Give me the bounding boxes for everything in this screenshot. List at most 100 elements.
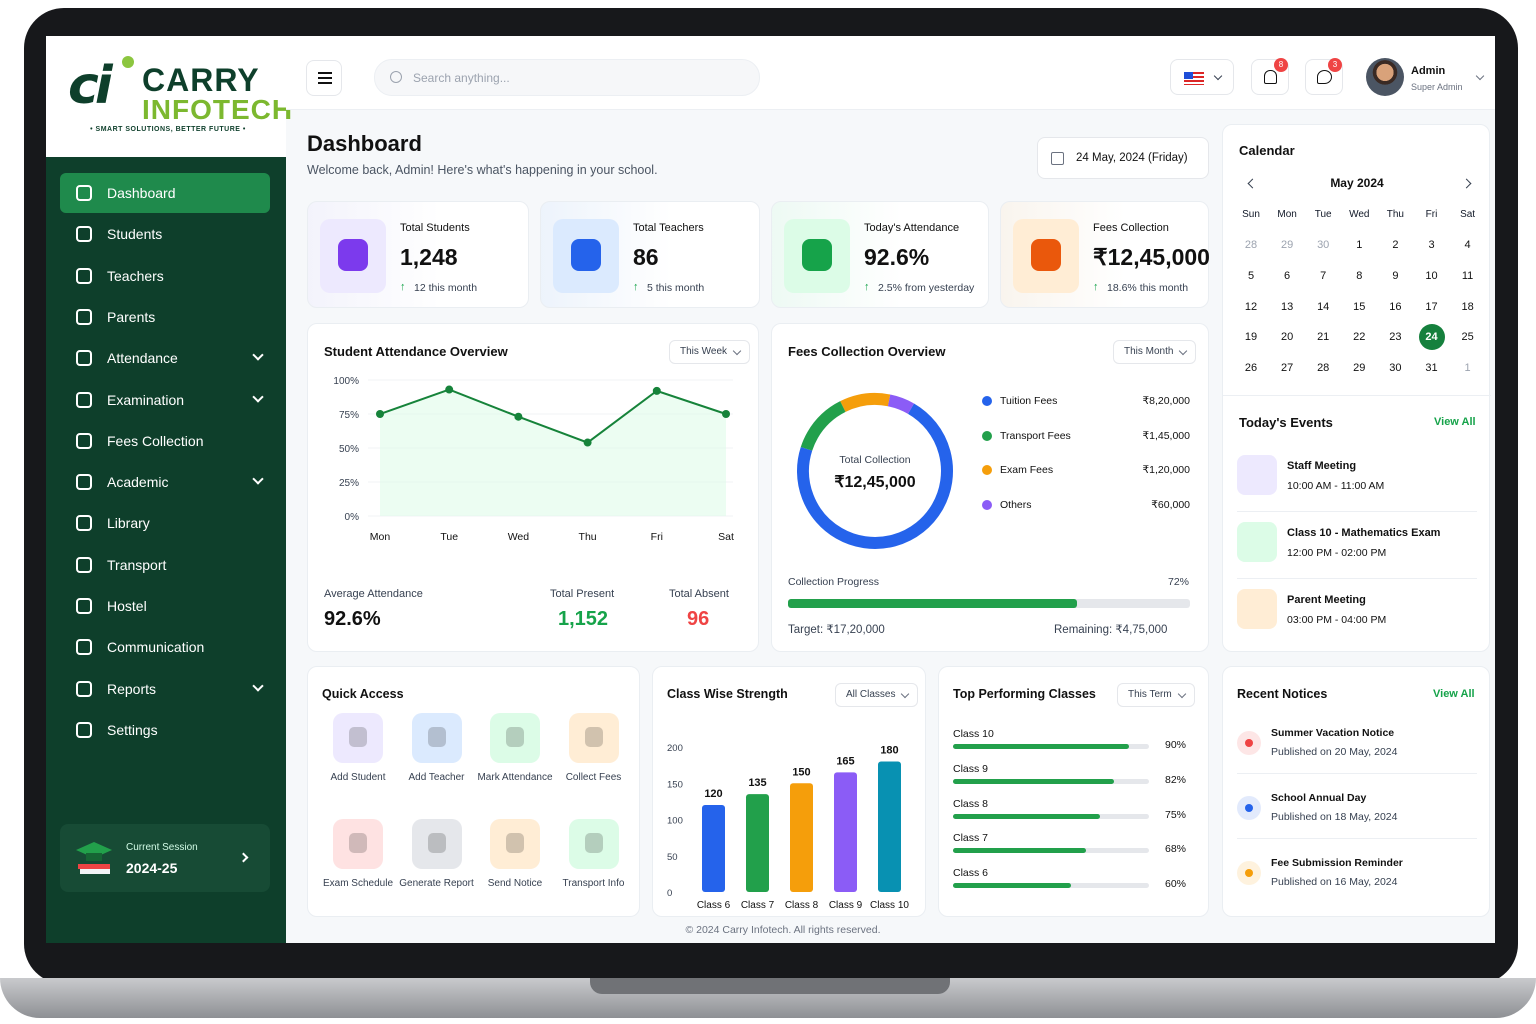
sidebar-item-transport[interactable]: Transport (60, 545, 270, 585)
calendar-day[interactable]: 17 (1425, 300, 1438, 313)
calendar-day[interactable]: 4 (1464, 239, 1471, 251)
brand-logo[interactable]: ci CARRY INFOTECH • SMART SOLUTIONS, BET… (46, 36, 292, 157)
event-item[interactable]: Class 10 - Mathematics Exam 12:00 PM - 02… (1237, 522, 1477, 579)
calendar-day[interactable]: 9 (1392, 269, 1399, 282)
attendance-point[interactable] (583, 438, 592, 447)
stat-card[interactable]: Total Teachers 86 ↑ 5 this month (540, 201, 760, 308)
donut-slice[interactable] (792, 388, 958, 554)
calendar-day[interactable]: 28 (1317, 362, 1330, 375)
attendance-point[interactable] (652, 386, 661, 395)
notice-item[interactable]: Fee Submission Reminder Published on 16 M… (1237, 855, 1477, 905)
calendar-day[interactable]: 15 (1353, 300, 1366, 313)
calendar-day[interactable]: 11 (1461, 269, 1474, 282)
calendar-day[interactable]: 25 (1461, 331, 1474, 344)
sidebar-item-parents[interactable]: Parents (60, 297, 270, 337)
attendance-point[interactable] (445, 385, 454, 394)
quick-access-mark-attendance[interactable]: Mark Attendance (470, 713, 560, 803)
bar[interactable] (878, 761, 901, 893)
calendar-day[interactable]: 26 (1244, 362, 1258, 375)
calendar-day[interactable]: 8 (1356, 269, 1363, 282)
calendar-day[interactable]: 12 (1244, 300, 1258, 313)
calendar-day[interactable]: 18 (1461, 300, 1474, 313)
search-input[interactable]: Search anything... (413, 71, 510, 85)
donut-slice[interactable] (792, 388, 958, 554)
quick-access-collect-fees[interactable]: Collect Fees (549, 713, 639, 803)
calendar-day[interactable]: 23 (1389, 331, 1402, 344)
attendance-filter[interactable]: This Week (669, 340, 751, 364)
messages-button[interactable]: 3 (1305, 58, 1343, 95)
quick-access-exam-schedule[interactable]: Exam Schedule (313, 819, 403, 909)
calendar-day[interactable]: 22 (1353, 331, 1366, 344)
calendar-day[interactable]: 13 (1280, 300, 1294, 313)
quick-access-transport-info[interactable]: Transport Info (549, 819, 639, 909)
bar[interactable] (834, 772, 857, 892)
donut-slice[interactable] (792, 388, 958, 554)
event-item[interactable]: Staff Meeting 10:00 AM - 11:00 AM (1237, 455, 1477, 512)
menu-icon[interactable] (306, 60, 342, 96)
calendar-day[interactable]: 5 (1247, 269, 1255, 282)
calendar-day[interactable]: 30 (1317, 239, 1330, 251)
bar[interactable] (790, 783, 813, 892)
sidebar-item-reports[interactable]: Reports (60, 669, 270, 709)
sidebar-item-examination[interactable]: Examination (60, 380, 270, 420)
calendar-day[interactable]: 20 (1280, 331, 1294, 344)
sidebar-item-fees-collection[interactable]: Fees Collection (60, 421, 270, 461)
calendar-day[interactable]: 6 (1284, 269, 1291, 282)
language-selector[interactable] (1170, 59, 1234, 95)
fees-title: Fees Collection Overview (788, 344, 946, 359)
notices-view-all-link[interactable]: View All (1433, 688, 1475, 700)
user-menu-chevron-icon[interactable] (1475, 71, 1485, 81)
sidebar-item-settings[interactable]: Settings (60, 710, 270, 750)
session-card[interactable]: Current Session 2024-25 (60, 824, 270, 892)
calendar-day-today[interactable]: 24 (1418, 324, 1445, 351)
calendar-day[interactable]: 10 (1425, 269, 1438, 282)
fees-filter[interactable]: This Month (1113, 340, 1197, 364)
stat-card[interactable]: Total Students 1,248 ↑ 12 this month (307, 201, 529, 308)
sidebar-item-dashboard[interactable]: Dashboard (60, 173, 270, 213)
stat-card[interactable]: Today's Attendance 92.6% ↑ 2.5% from yester… (771, 201, 989, 308)
sidebar-item-hostel[interactable]: Hostel (60, 586, 270, 626)
calendar-day[interactable]: 29 (1280, 239, 1294, 251)
top-classes-filter[interactable]: This Term (1117, 683, 1195, 707)
calendar-day[interactable]: 28 (1244, 239, 1258, 251)
events-view-all-link[interactable]: View All (1434, 416, 1476, 428)
calendar-day[interactable]: 30 (1389, 362, 1402, 375)
stat-card[interactable]: Fees Collection ₹12,45,000 ↑ 18.6% this mon… (1000, 201, 1210, 308)
bar[interactable] (746, 794, 769, 892)
date-display[interactable]: 24 May, 2024 (Friday) (1037, 137, 1209, 179)
sidebar-item-library[interactable]: Library (60, 503, 270, 543)
sidebar-item-communication[interactable]: Communication (60, 627, 270, 667)
donut-slice[interactable] (792, 388, 958, 554)
quick-access-send-notice[interactable]: Send Notice (470, 819, 560, 909)
notice-item[interactable]: School Annual Day Published on 18 May, 20… (1237, 790, 1477, 840)
bar[interactable] (702, 805, 725, 892)
notice-item[interactable]: Summer Vacation Notice Published on 20 Ma… (1237, 725, 1477, 775)
calendar-day[interactable]: 7 (1320, 269, 1327, 282)
calendar-day[interactable]: 19 (1244, 331, 1258, 344)
event-item[interactable]: Parent Meeting 03:00 PM - 04:00 PM (1237, 589, 1477, 637)
calendar-day[interactable]: 29 (1353, 362, 1366, 375)
search-bar[interactable]: Search anything... (374, 59, 760, 96)
avatar[interactable] (1366, 58, 1404, 96)
sidebar-item-academic[interactable]: Academic (60, 462, 270, 502)
calendar-day[interactable]: 14 (1317, 300, 1330, 313)
quick-access-add-teacher[interactable]: Add Teacher (392, 713, 482, 803)
sidebar-item-teachers[interactable]: Teachers (60, 256, 270, 296)
attendance-point[interactable] (722, 410, 730, 418)
sidebar-item-students[interactable]: Students (60, 214, 270, 254)
class-strength-filter[interactable]: All Classes (835, 683, 919, 707)
quick-access-add-student[interactable]: Add Student (313, 713, 403, 803)
attendance-point[interactable] (514, 412, 523, 421)
calendar-day[interactable]: 16 (1389, 300, 1402, 313)
sidebar-item-attendance[interactable]: Attendance (60, 338, 270, 378)
calendar-day[interactable]: 27 (1280, 362, 1294, 375)
calendar-day[interactable]: 21 (1317, 331, 1330, 344)
calendar-day[interactable]: 2 (1392, 239, 1399, 251)
attendance-point[interactable] (376, 410, 384, 418)
calendar-day[interactable]: 1 (1464, 362, 1471, 375)
quick-access-generate-report[interactable]: Generate Report (392, 819, 482, 909)
calendar-day[interactable]: 3 (1428, 239, 1435, 251)
notifications-button[interactable]: 8 (1251, 58, 1289, 95)
calendar-day[interactable]: 1 (1356, 239, 1363, 251)
calendar-day[interactable]: 31 (1425, 362, 1438, 375)
